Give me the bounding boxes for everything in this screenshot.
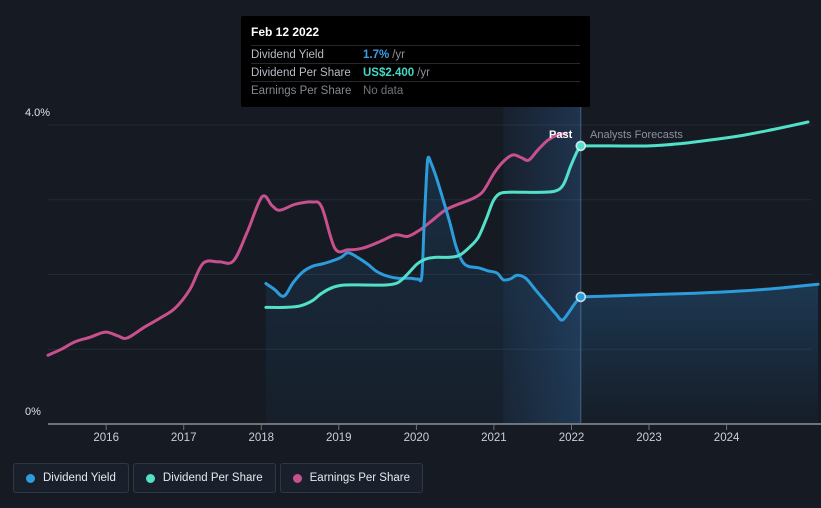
chart-legend: Dividend Yield Dividend Per Share Earnin… (13, 463, 423, 493)
x-axis-label-2018: 2018 (249, 432, 275, 444)
legend-item-dividend-per-share[interactable]: Dividend Per Share (132, 463, 276, 493)
dividend-per-share-dot-icon (145, 473, 155, 483)
tooltip-label: Earnings Per Share (251, 85, 352, 97)
tooltip-unit: /yr (417, 67, 430, 79)
y-axis-label-top: 4.0% (25, 107, 50, 119)
area-dividend-yield (265, 157, 581, 424)
forecast-zone-label: Analysts Forecasts (590, 129, 683, 141)
line-dividend-yield (264, 155, 583, 322)
tooltip-label: Dividend Per Share (251, 67, 351, 79)
tooltip-row-earnings-per-share: Earnings Per Share No data (251, 81, 580, 99)
tooltip-row-dividend-per-share: Dividend Per Share US$2.400 /yr (251, 63, 580, 81)
tooltip-unit: /yr (392, 49, 405, 61)
tooltip-value: 1.7% (363, 49, 390, 61)
past-zone-label: Past (549, 129, 573, 141)
area-dividend-yield-forecast- (580, 284, 819, 424)
chart-tooltip: Feb 12 2022 Dividend Yield 1.7% /yr Divi… (241, 16, 590, 107)
line-earnings-per-share (46, 131, 568, 357)
legend-label: Dividend Per Share (162, 472, 263, 484)
line-dividend-per-share (264, 144, 583, 309)
legend-item-dividend-yield[interactable]: Dividend Yield (13, 463, 129, 493)
tooltip-value: US$2.400 (363, 67, 415, 79)
line-dividend-yield-forecast- (579, 282, 820, 299)
x-axis-label-2021: 2021 (481, 432, 507, 444)
x-axis-label-2024: 2024 (714, 432, 740, 444)
earnings-per-share-dot-icon (292, 473, 302, 483)
area-fill-layer (265, 157, 819, 424)
line-dividend-per-share-forecast- (579, 120, 810, 148)
y-axis-label-zero: 0% (25, 406, 41, 418)
x-axis-label-2022: 2022 (559, 432, 585, 444)
x-axis-label-2020: 2020 (404, 432, 430, 444)
legend-item-earnings-per-share[interactable]: Earnings Per Share (279, 463, 423, 493)
axis-layer: 2016 2017 2018 2019 2020 2021 2022 2023 2024 (48, 423, 821, 444)
marker-layer (575, 140, 587, 303)
series-line-layer (46, 120, 820, 357)
legend-label: Earnings Per Share (309, 472, 410, 484)
tooltip-value: No data (363, 85, 404, 97)
tooltip-label: Dividend Yield (251, 49, 324, 61)
tooltip-date: Feb 12 2022 (251, 25, 320, 39)
marker-dividend-per-share (575, 140, 587, 152)
x-axis-label-2016: 2016 (93, 432, 119, 444)
dividend-chart-canvas[interactable]: 2016 2017 2018 2019 2020 2021 2022 2023 2024 4.0… (0, 0, 821, 455)
x-axis-label-2017: 2017 (171, 432, 197, 444)
tooltip-row-dividend-yield: Dividend Yield 1.7% /yr (251, 45, 580, 63)
marker-dividend-yield (575, 291, 587, 303)
x-axis-label-2019: 2019 (326, 432, 352, 444)
dividend-yield-dot-icon (26, 473, 35, 483)
legend-label: Dividend Yield (43, 472, 116, 484)
x-axis-label-2023: 2023 (636, 432, 662, 444)
